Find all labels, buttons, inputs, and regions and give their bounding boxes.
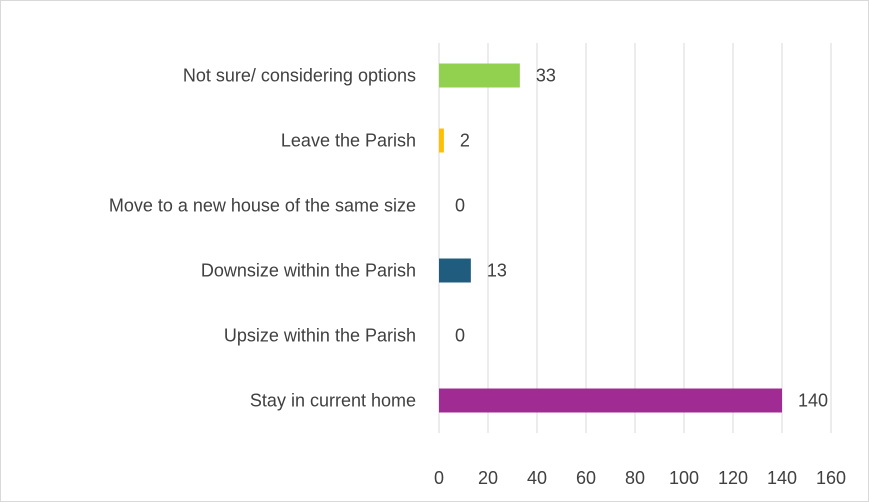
category-labels: Not sure/ considering options Leave the P… (109, 66, 416, 411)
bar (439, 388, 782, 413)
bar (439, 258, 471, 283)
data-label: 0 (455, 196, 465, 216)
bars (439, 63, 782, 413)
x-tick-label: 120 (718, 468, 748, 488)
gridlines (438, 43, 832, 433)
x-tick-label: 40 (527, 468, 547, 488)
bar (439, 63, 520, 88)
data-label: 140 (798, 391, 828, 411)
category-label: Stay in current home (250, 391, 416, 411)
category-label: Leave the Parish (281, 131, 416, 151)
data-label: 33 (536, 66, 556, 86)
x-tick-label: 160 (816, 468, 846, 488)
x-tick-label: 0 (434, 468, 444, 488)
category-label: Downsize within the Parish (201, 261, 416, 281)
data-labels: 33 2 0 13 0 140 (455, 66, 828, 411)
x-tick-label: 80 (625, 468, 645, 488)
x-tick-label: 20 (478, 468, 498, 488)
x-axis-tick-labels: 0 20 40 60 80 100 120 140 160 (434, 468, 846, 488)
x-tick-label: 140 (767, 468, 797, 488)
category-label: Not sure/ considering options (183, 66, 416, 86)
bar (439, 128, 444, 153)
data-label: 2 (460, 131, 470, 151)
x-tick-label: 100 (669, 468, 699, 488)
data-label: 0 (455, 326, 465, 346)
category-label: Move to a new house of the same size (109, 196, 416, 216)
x-tick-label: 60 (576, 468, 596, 488)
data-label: 13 (487, 261, 507, 281)
category-label: Upsize within the Parish (224, 326, 416, 346)
